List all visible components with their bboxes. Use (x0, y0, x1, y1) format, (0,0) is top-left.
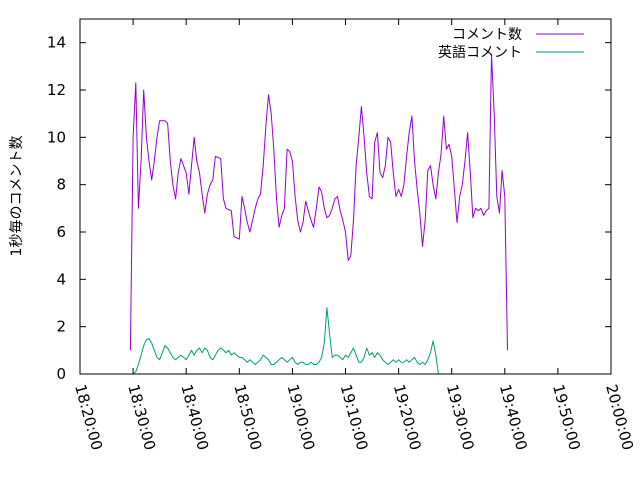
y-tick-label: 8 (56, 176, 66, 194)
legend-label-1: コメント数 (452, 27, 522, 43)
y-tick-label: 0 (56, 365, 66, 383)
y-axis-title: 1秒毎のコメント数 (9, 136, 25, 257)
series-line-2 (132, 307, 439, 375)
y-tick-label: 14 (47, 34, 66, 52)
y-tick-label: 10 (47, 128, 66, 146)
series-layer (129, 54, 508, 375)
y-tick-label: 6 (56, 223, 66, 241)
y-tick-label: 2 (56, 318, 66, 336)
series-line-1 (129, 54, 508, 351)
plot-frame (79, 18, 612, 375)
y-tick-label: 12 (47, 81, 66, 99)
y-tick-label: 4 (56, 270, 66, 288)
y-axis-ticks: 0 2 4 6 8 10 12 14 (47, 34, 611, 383)
legend-label-2: 英語コメント (438, 44, 522, 61)
